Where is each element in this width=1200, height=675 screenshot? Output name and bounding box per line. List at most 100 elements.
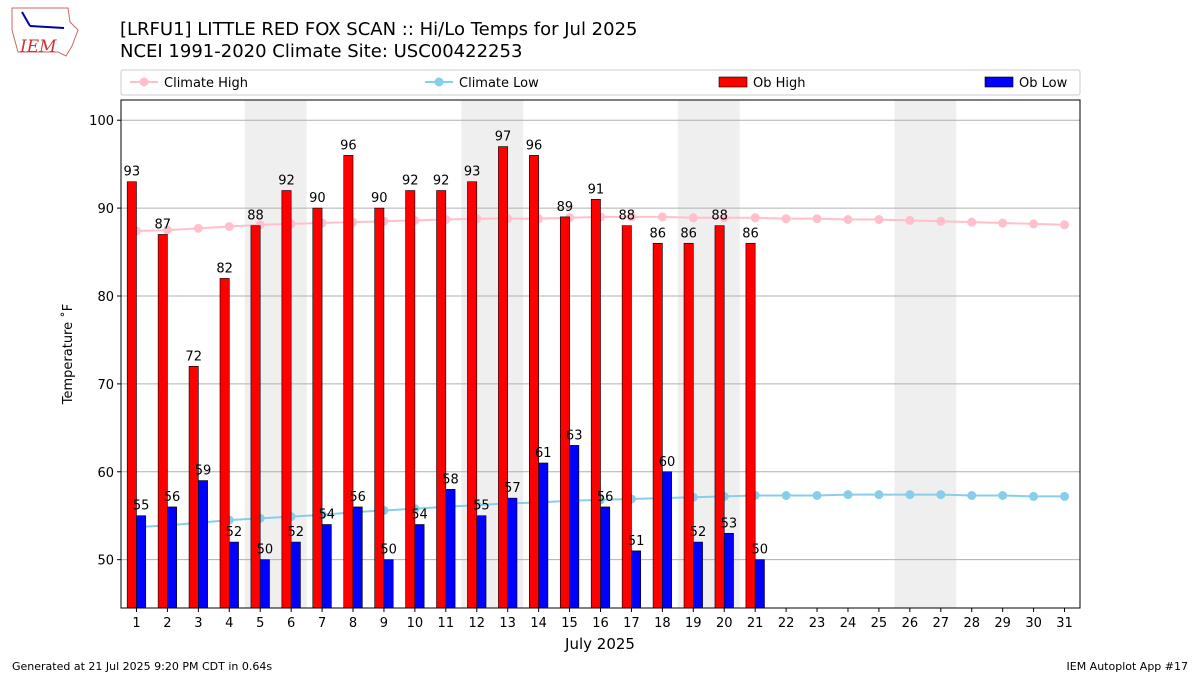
- bar-value-label: 96: [340, 138, 357, 153]
- climate-point: [1029, 491, 1039, 501]
- bar: [529, 155, 539, 609]
- x-tick-label: 16: [592, 616, 609, 631]
- logo-text: IEM: [19, 37, 57, 57]
- climate-point: [843, 490, 853, 500]
- bar-value-label: 54: [318, 508, 335, 523]
- bar: [436, 190, 447, 609]
- bar: [621, 225, 632, 609]
- y-tick-label: 90: [97, 202, 114, 217]
- x-tick-label: 6: [287, 616, 295, 631]
- bar: [188, 366, 199, 609]
- bar: [259, 559, 270, 609]
- bar-value-label: 50: [257, 543, 274, 558]
- climate-point: [1060, 220, 1070, 230]
- bar-value-label: 60: [659, 455, 676, 470]
- climate-point: [812, 491, 822, 501]
- bar-value-label: 89: [557, 200, 574, 215]
- weekend-shade: [894, 100, 957, 608]
- y-tick-label: 50: [97, 554, 114, 569]
- bar: [631, 550, 642, 609]
- x-tick-label: 18: [654, 616, 671, 631]
- x-tick-label: 5: [256, 616, 264, 631]
- bar: [538, 462, 549, 609]
- climate-point: [1029, 219, 1039, 229]
- bar-value-label: 54: [411, 508, 428, 523]
- x-tick-label: 25: [871, 616, 888, 631]
- climate-point: [905, 215, 915, 225]
- bar: [136, 515, 147, 609]
- climate-point: [967, 491, 977, 501]
- bar-value-label: 53: [721, 516, 738, 531]
- bar-value-label: 55: [473, 499, 490, 514]
- footer-left: Generated at 21 Jul 2025 9:20 PM CDT in …: [12, 660, 272, 673]
- bar-value-label: 61: [535, 446, 552, 461]
- bar: [228, 541, 239, 609]
- x-tick-label: 15: [561, 616, 578, 631]
- x-tick-label: 20: [716, 616, 733, 631]
- x-tick-label: 27: [933, 616, 950, 631]
- bar: [312, 207, 323, 609]
- climate-point: [998, 218, 1008, 228]
- bar: [167, 506, 177, 609]
- chart-subtitle: NCEI 1991-2020 Climate Site: USC00422253: [120, 41, 522, 62]
- legend-label: Climate Low: [459, 76, 539, 91]
- bar: [476, 515, 487, 609]
- climate-point: [874, 215, 884, 225]
- x-tick-label: 4: [225, 616, 233, 631]
- climate-point: [224, 222, 234, 232]
- bar-value-label: 93: [124, 165, 141, 180]
- x-tick-label: 9: [380, 616, 388, 631]
- bar: [754, 559, 765, 609]
- x-tick-label: 28: [963, 616, 980, 631]
- x-tick-label: 1: [132, 616, 140, 631]
- bar: [198, 480, 208, 609]
- bar: [290, 541, 301, 609]
- x-tick-label: 31: [1056, 616, 1073, 631]
- bar-value-label: 57: [504, 481, 521, 496]
- climate-point: [657, 212, 667, 222]
- bar: [219, 278, 230, 609]
- bar: [652, 242, 663, 609]
- bar: [467, 181, 478, 609]
- climate-point: [936, 216, 946, 226]
- climate-point: [750, 213, 760, 223]
- climate-point: [936, 490, 946, 500]
- x-tick-label: 22: [778, 616, 795, 631]
- footer-right: IEM Autoplot App #17: [1067, 660, 1189, 673]
- x-tick-label: 21: [747, 616, 764, 631]
- bar-value-label: 92: [278, 174, 295, 189]
- bar-value-label: 86: [680, 226, 697, 241]
- x-tick-label: 3: [194, 616, 202, 631]
- bar-value-label: 56: [597, 490, 614, 505]
- legend-label: Ob Low: [1019, 76, 1068, 91]
- climate-point: [967, 217, 977, 227]
- bar-value-label: 51: [628, 534, 645, 549]
- climate-point: [193, 223, 203, 233]
- bar: [714, 225, 725, 609]
- x-tick-label: 8: [349, 616, 357, 631]
- legend-label: Climate High: [164, 76, 248, 91]
- climate-point: [781, 214, 791, 224]
- bar-value-label: 82: [216, 261, 233, 276]
- bar-value-label: 88: [711, 209, 728, 224]
- bar-value-label: 92: [402, 174, 419, 189]
- climate-point: [874, 490, 884, 500]
- bar-value-label: 90: [309, 191, 326, 206]
- bar-value-label: 86: [649, 226, 666, 241]
- legend-box: [120, 69, 1081, 96]
- climate-point: [781, 491, 791, 501]
- bar-value-label: 56: [164, 490, 181, 505]
- bar-value-label: 97: [495, 130, 512, 145]
- bar: [321, 524, 332, 609]
- bar-value-label: 55: [133, 499, 150, 514]
- bar-value-label: 52: [226, 525, 243, 540]
- bar: [383, 559, 394, 609]
- x-tick-label: 26: [902, 616, 919, 631]
- x-axis-label: July 2025: [564, 635, 635, 653]
- bar: [498, 146, 508, 609]
- bar-value-label: 58: [442, 472, 459, 487]
- climate-point: [998, 491, 1008, 501]
- x-tick-label: 7: [318, 616, 326, 631]
- climate-point: [812, 214, 822, 224]
